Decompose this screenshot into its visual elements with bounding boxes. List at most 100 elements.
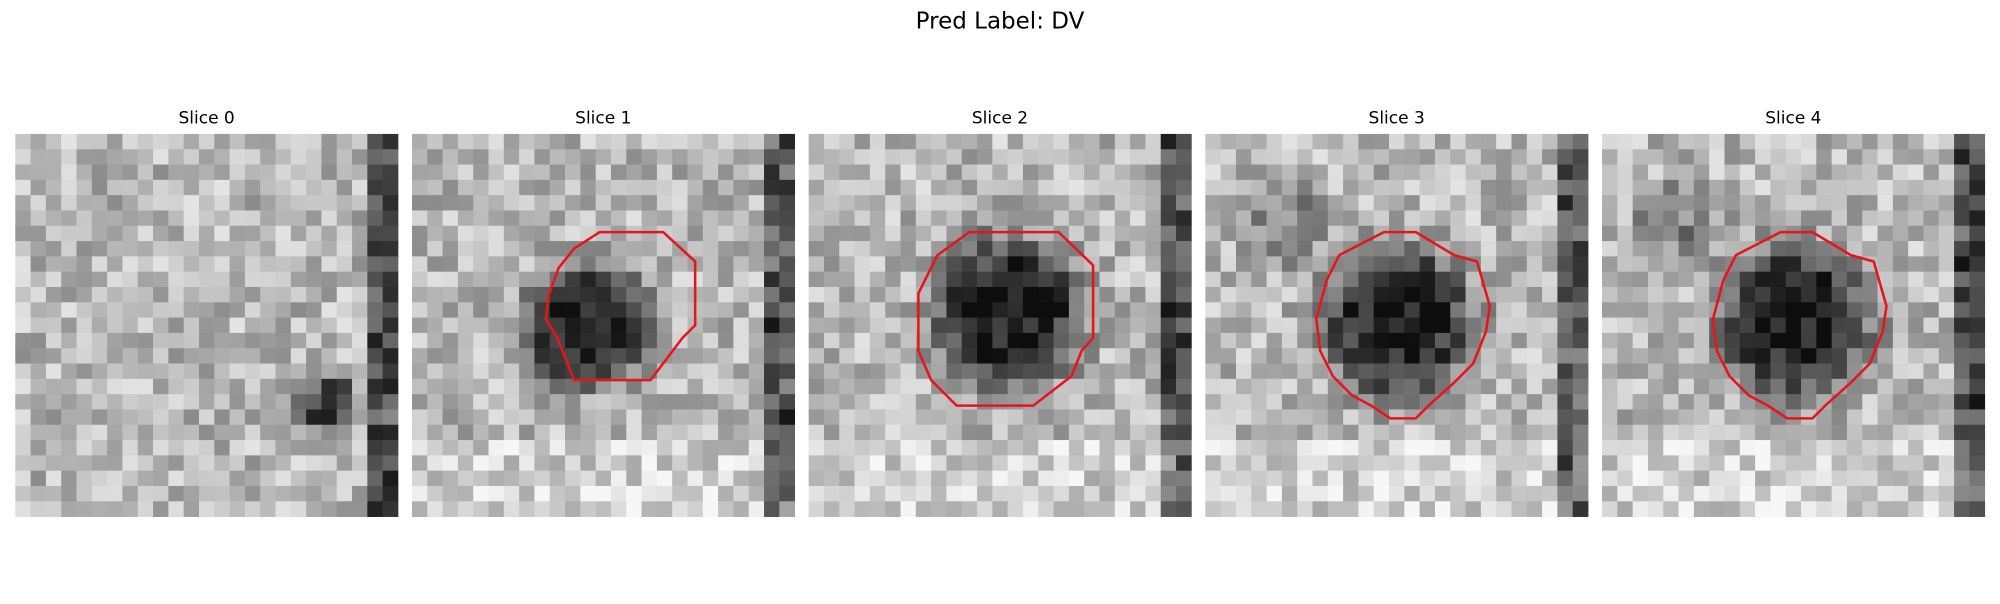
pixel [610,394,627,410]
pixel [1099,179,1116,196]
pixel [1404,302,1421,318]
pixel [1647,317,1664,334]
pixel [1450,440,1466,456]
pixel [961,378,978,395]
pixel [1404,317,1421,334]
pixel [931,164,947,181]
pixel [306,363,322,380]
pixel [1266,271,1283,288]
pixel [411,149,428,165]
pixel [107,409,123,426]
pixel [1176,409,1192,426]
pixel [764,332,780,349]
pixel [1281,271,1298,288]
pixel [1450,271,1466,288]
pixel [1434,348,1451,364]
pixel [473,133,489,150]
pixel [1419,256,1436,273]
pixel [595,241,612,257]
pixel [1938,424,1955,441]
pixel [946,317,963,334]
pixel [595,348,612,364]
pixel [626,164,642,181]
pixel [1220,286,1237,303]
pixel [1465,286,1482,303]
pixel [1450,302,1466,318]
pixel [641,286,658,303]
pixel [198,271,215,288]
pixel [382,286,399,303]
pixel [1068,210,1085,227]
pixel [1251,332,1267,349]
pixel [306,455,322,472]
pixel [1022,179,1039,196]
pixel [1693,271,1710,288]
pixel [580,394,597,410]
pixel [1007,149,1024,165]
pixel [260,286,276,303]
pixel [1343,455,1359,472]
pixel [137,455,154,472]
pixel [1038,409,1054,426]
pixel [1572,424,1589,441]
pixel [153,210,169,227]
pixel [1068,256,1085,273]
pixel [1724,501,1741,517]
pixel [839,241,855,257]
pixel [290,317,307,334]
pixel [519,286,535,303]
pixel [473,332,489,349]
pixel [519,394,535,410]
pixel [702,501,719,517]
pixel [1235,470,1252,487]
pixel [946,455,963,472]
pixel [1281,302,1298,318]
pixel [702,179,719,196]
pixel [1343,501,1359,517]
pixel [321,455,338,472]
pixel [1511,332,1528,349]
pixel [1358,302,1375,318]
pixel [1235,210,1252,227]
pixel [1739,485,1756,502]
pixel [1739,256,1756,273]
pixel [656,195,673,211]
pixel [1480,394,1497,410]
pixel [91,378,108,395]
pixel [1343,271,1359,288]
pixel [565,195,581,211]
pixel [931,179,947,196]
pixel [1358,256,1375,273]
pixel [626,455,642,472]
pixel [1251,225,1267,242]
pixel [1617,440,1634,456]
pixel [306,332,322,349]
pixel [1557,271,1574,288]
pixel [1281,225,1298,242]
pixel [1572,271,1589,288]
pixel [961,409,978,426]
pixel [1266,164,1283,181]
pixel [1114,195,1131,211]
pixel [1160,348,1177,364]
pixel [656,501,673,517]
pixel [1373,286,1390,303]
pixel [45,394,62,410]
pixel [1343,485,1359,502]
pixel [137,179,154,196]
pixel [260,164,276,181]
pixel [718,133,734,150]
pixel [1770,241,1787,257]
pixel [260,210,276,227]
pixel [1251,470,1267,487]
pixel [260,179,276,196]
pixel [672,363,688,380]
pixel [260,424,276,441]
pixel [1022,470,1039,487]
pixel [76,378,93,395]
pixel [1846,195,1863,211]
pixel [641,455,658,472]
pixel [900,440,917,456]
pixel [839,378,855,395]
pixel [76,317,93,334]
